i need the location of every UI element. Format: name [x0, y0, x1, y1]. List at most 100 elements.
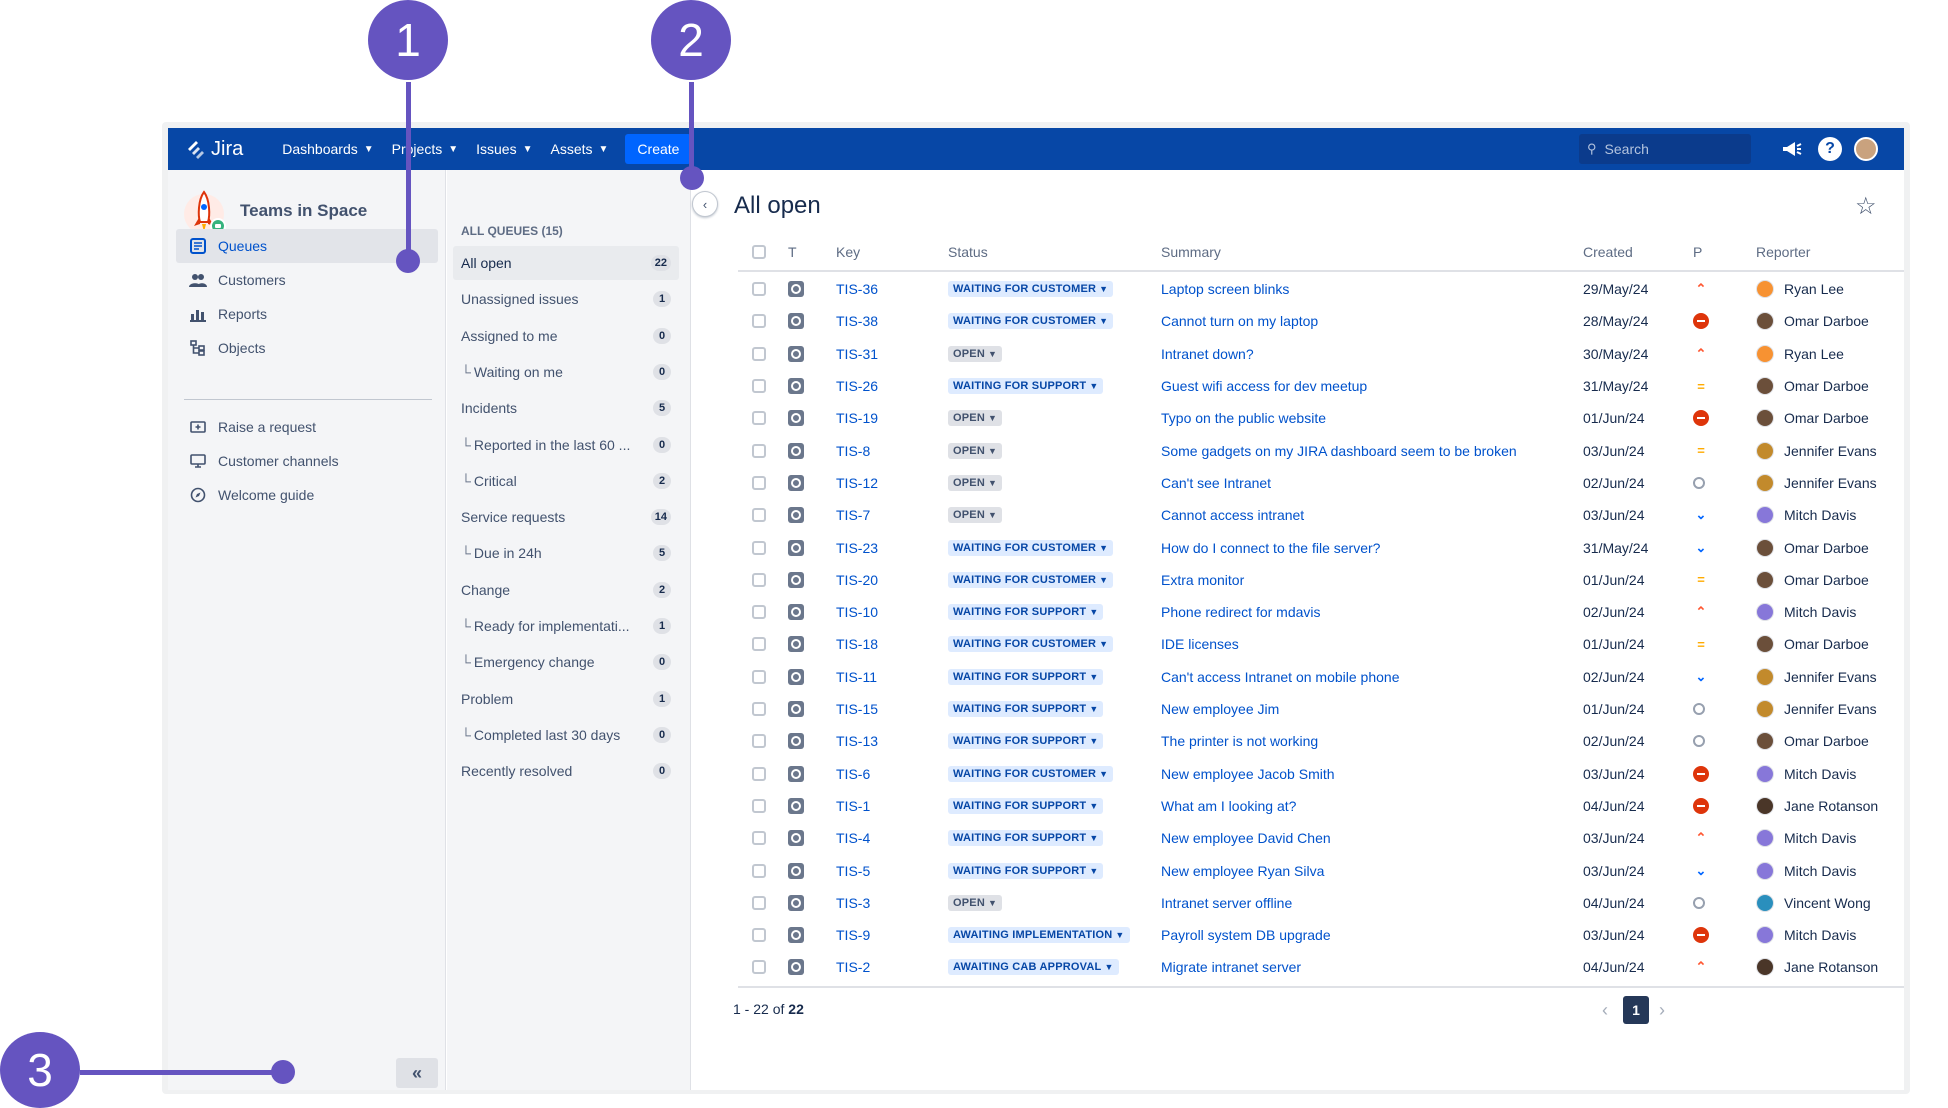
issue-summary-link[interactable]: Typo on the public website	[1161, 410, 1326, 427]
issue-summary-link[interactable]: New employee Jim	[1161, 701, 1280, 718]
table-row[interactable]: TIS-38 WAITING FOR CUSTOMER ▼ Cannot turn o…	[738, 305, 1904, 337]
issue-summary-link[interactable]: Some gadgets on my JIRA dashboard seem t…	[1161, 442, 1517, 459]
toggle-queues-button[interactable]: ‹	[692, 191, 718, 217]
row-checkbox[interactable]	[752, 734, 766, 749]
column-header-created[interactable]: Created	[1583, 244, 1633, 260]
queue-item[interactable]: └ Emergency change 0	[453, 645, 679, 679]
column-header-priority[interactable]: P	[1693, 244, 1703, 260]
row-checkbox[interactable]	[752, 637, 766, 652]
queue-item[interactable]: └ Due in 24h 5	[453, 536, 679, 570]
issue-summary-link[interactable]: Payroll system DB upgrade	[1161, 927, 1331, 944]
status-dropdown[interactable]: WAITING FOR SUPPORT ▼	[948, 378, 1104, 395]
issue-summary-link[interactable]: Migrate intranet server	[1161, 959, 1302, 976]
issue-key-link[interactable]: TIS-6	[836, 765, 871, 782]
search-input[interactable]: ⚲ Search	[1579, 134, 1751, 164]
status-dropdown[interactable]: WAITING FOR CUSTOMER ▼	[948, 281, 1114, 298]
row-checkbox[interactable]	[752, 702, 766, 717]
table-row[interactable]: TIS-15 WAITING FOR SUPPORT ▼ New employee J…	[738, 693, 1904, 725]
issue-key-link[interactable]: TIS-26	[836, 378, 879, 395]
sidebar-item-queues[interactable]: Queues	[176, 229, 438, 263]
issue-key-link[interactable]: TIS-8	[836, 442, 871, 459]
sidebar-item-customers[interactable]: Customers	[176, 263, 438, 297]
issue-key-link[interactable]: TIS-12	[836, 474, 879, 491]
status-dropdown[interactable]: WAITING FOR CUSTOMER ▼	[948, 539, 1114, 556]
queue-item[interactable]: └ Reported in the last 60 ... 0	[453, 428, 679, 462]
column-header-status[interactable]: Status	[948, 244, 988, 260]
status-dropdown[interactable]: WAITING FOR SUPPORT ▼	[948, 668, 1104, 685]
column-header-reporter[interactable]: Reporter	[1756, 244, 1811, 260]
status-dropdown[interactable]: WAITING FOR SUPPORT ▼	[948, 862, 1104, 879]
table-row[interactable]: TIS-13 WAITING FOR SUPPORT ▼ The printer is…	[738, 725, 1904, 757]
status-dropdown[interactable]: AWAITING CAB APPROVAL ▼	[948, 959, 1119, 976]
row-checkbox[interactable]	[752, 960, 766, 975]
issue-summary-link[interactable]: The printer is not working	[1161, 733, 1319, 750]
status-dropdown[interactable]: AWAITING IMPLEMENTATION ▼	[948, 927, 1130, 944]
collapse-sidebar-button[interactable]: «	[396, 1058, 438, 1088]
nav-dashboards[interactable]: Dashboards ▼	[273, 128, 382, 170]
issue-key-link[interactable]: TIS-5	[836, 862, 871, 879]
sidebar-item-customer-channels[interactable]: Customer channels	[176, 444, 438, 478]
status-dropdown[interactable]: WAITING FOR SUPPORT ▼	[948, 797, 1104, 814]
issue-key-link[interactable]: TIS-36	[836, 281, 879, 298]
issue-key-link[interactable]: TIS-9	[836, 927, 871, 944]
sidebar-item-raise-request[interactable]: Raise a request	[176, 410, 438, 444]
create-button[interactable]: Create	[625, 134, 692, 164]
row-checkbox[interactable]	[752, 314, 766, 329]
table-row[interactable]: TIS-5 WAITING FOR SUPPORT ▼ New employee Ry…	[738, 854, 1904, 886]
table-row[interactable]: TIS-8 OPEN ▼ Some gadgets on my JIRA dashbo…	[738, 435, 1904, 467]
issue-summary-link[interactable]: Can't access Intranet on mobile phone	[1161, 668, 1400, 685]
row-checkbox[interactable]	[752, 766, 766, 781]
issue-key-link[interactable]: TIS-31	[836, 345, 879, 362]
row-checkbox[interactable]	[752, 508, 766, 523]
status-dropdown[interactable]: OPEN ▼	[948, 894, 1003, 911]
table-row[interactable]: TIS-9 AWAITING IMPLEMENTATION ▼ Payroll sys…	[738, 919, 1904, 951]
queue-item[interactable]: Recently resolved 0	[453, 754, 679, 788]
row-checkbox[interactable]	[752, 863, 766, 878]
queue-item[interactable]: └ Ready for implementati... 1	[453, 609, 679, 643]
queue-item[interactable]: Service requests 14	[453, 500, 679, 534]
issue-key-link[interactable]: TIS-13	[836, 733, 879, 750]
status-dropdown[interactable]: WAITING FOR CUSTOMER ▼	[948, 313, 1114, 330]
queue-item[interactable]: Change 2	[453, 573, 679, 607]
issue-summary-link[interactable]: Cannot turn on my laptop	[1161, 313, 1319, 330]
status-dropdown[interactable]: WAITING FOR CUSTOMER ▼	[948, 636, 1114, 653]
status-dropdown[interactable]: OPEN ▼	[948, 474, 1003, 491]
issue-summary-link[interactable]: Phone redirect for mdavis	[1161, 604, 1321, 621]
issue-summary-link[interactable]: New employee Jacob Smith	[1161, 765, 1335, 782]
nav-issues[interactable]: Issues ▼	[467, 128, 541, 170]
issue-summary-link[interactable]: New employee David Chen	[1161, 830, 1331, 847]
status-dropdown[interactable]: WAITING FOR CUSTOMER ▼	[948, 765, 1114, 782]
row-checkbox[interactable]	[752, 572, 766, 587]
status-dropdown[interactable]: WAITING FOR SUPPORT ▼	[948, 830, 1104, 847]
issue-summary-link[interactable]: What am I looking at?	[1161, 797, 1297, 814]
user-avatar[interactable]	[1854, 137, 1878, 161]
table-row[interactable]: TIS-12 OPEN ▼ Can't see Intranet 02/Jun/24 Je…	[738, 467, 1904, 499]
table-row[interactable]: TIS-11 WAITING FOR SUPPORT ▼ Can't access I…	[738, 661, 1904, 693]
table-row[interactable]: TIS-31 OPEN ▼ Intranet down? 30/May/24 ⌃ Ryan …	[738, 338, 1904, 370]
issue-key-link[interactable]: TIS-4	[836, 830, 871, 847]
column-header-summary[interactable]: Summary	[1161, 244, 1221, 260]
previous-page-icon[interactable]: ‹	[1602, 1000, 1608, 1020]
table-row[interactable]: TIS-3 OPEN ▼ Intranet server offline 04/Jun/…	[738, 887, 1904, 919]
status-dropdown[interactable]: OPEN ▼	[948, 345, 1003, 362]
table-row[interactable]: TIS-4 WAITING FOR SUPPORT ▼ New employee Da…	[738, 822, 1904, 854]
issue-key-link[interactable]: TIS-15	[836, 701, 879, 718]
row-checkbox[interactable]	[752, 605, 766, 620]
issue-summary-link[interactable]: Intranet down?	[1161, 345, 1254, 362]
issue-key-link[interactable]: TIS-3	[836, 894, 871, 911]
queue-item[interactable]: └ Completed last 30 days 0	[453, 718, 679, 752]
table-row[interactable]: TIS-6 WAITING FOR CUSTOMER ▼ New employee J…	[738, 758, 1904, 790]
sidebar-item-objects[interactable]: Objects	[176, 331, 438, 365]
issue-key-link[interactable]: TIS-19	[836, 410, 879, 427]
queue-item[interactable]: └ Critical 2	[453, 464, 679, 498]
table-row[interactable]: TIS-26 WAITING FOR SUPPORT ▼ Guest wifi acc…	[738, 370, 1904, 402]
status-dropdown[interactable]: WAITING FOR CUSTOMER ▼	[948, 571, 1114, 588]
status-dropdown[interactable]: WAITING FOR SUPPORT ▼	[948, 604, 1104, 621]
queue-item[interactable]: All open 22	[453, 246, 679, 280]
queue-item[interactable]: Problem 1	[453, 682, 679, 716]
status-dropdown[interactable]: OPEN ▼	[948, 442, 1003, 459]
table-row[interactable]: TIS-2 AWAITING CAB APPROVAL ▼ Migrate intra…	[738, 951, 1904, 983]
issue-key-link[interactable]: TIS-11	[836, 668, 877, 685]
help-icon[interactable]: ?	[1818, 137, 1842, 161]
issue-summary-link[interactable]: Intranet server offline	[1161, 894, 1293, 911]
